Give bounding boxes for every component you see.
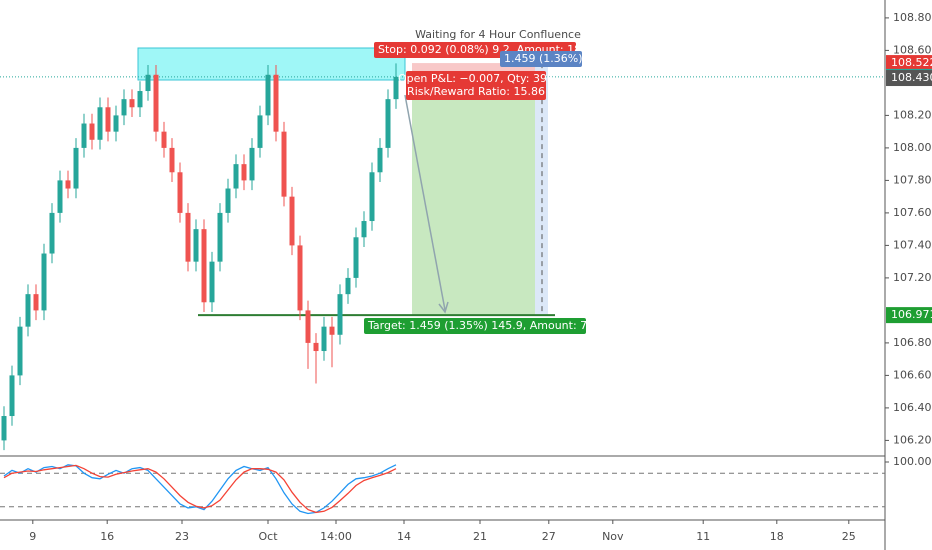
candle-body <box>25 294 31 327</box>
candle-body <box>201 229 207 303</box>
y-tick-label: 108.800 <box>893 11 932 24</box>
rr-label: Risk/Reward Ratio: 15.86 <box>407 85 545 98</box>
y-tick-label: 106.400 <box>893 401 932 414</box>
candle-body <box>81 123 87 148</box>
candle-body <box>337 294 343 335</box>
rr-label-bg <box>406 84 546 100</box>
x-tick-label: 21 <box>473 530 487 543</box>
arrow-head <box>438 301 449 314</box>
candle-body <box>297 245 303 311</box>
candle-body <box>97 107 103 140</box>
target-zone <box>412 78 548 316</box>
candle-body <box>17 326 23 376</box>
y-tick-label: 107.200 <box>893 271 932 284</box>
candle-body <box>281 131 287 197</box>
entry-price-label: 108.430 <box>891 71 932 84</box>
candle-body <box>89 123 95 140</box>
x-tick-label: 18 <box>770 530 784 543</box>
osc-line <box>3 464 397 514</box>
candle-body <box>121 99 127 116</box>
candle-body <box>33 294 39 311</box>
candle-body <box>361 221 367 238</box>
entry-price-label-bg <box>886 70 932 87</box>
candle-body <box>225 188 231 213</box>
candle-body <box>257 115 263 148</box>
target-price-label-bg <box>886 307 932 324</box>
candle-body <box>57 180 63 213</box>
y-tick-label: 107.400 <box>893 238 932 251</box>
pnl-label-bg <box>406 71 546 87</box>
candle-body <box>385 99 391 148</box>
x-tick-label: Oct <box>258 530 278 543</box>
candle-body <box>193 229 199 262</box>
candle-body <box>329 326 335 335</box>
candle-body <box>217 212 223 262</box>
y-tick-label: 106.600 <box>893 368 932 381</box>
candle-body <box>177 172 183 213</box>
candle-body <box>185 212 191 262</box>
candle-body <box>153 74 159 132</box>
candle-body <box>1 416 7 441</box>
x-tick-label: 25 <box>842 530 856 543</box>
x-tick-label: 14 <box>397 530 411 543</box>
candle-body <box>73 147 79 189</box>
candle-body <box>265 74 271 116</box>
range-label: 1.459 (1.36%) 145.9 <box>504 52 618 65</box>
range-label-bg <box>500 51 582 67</box>
y-tick-label: 107.800 <box>893 173 932 186</box>
candle-body <box>9 375 15 417</box>
target-price-label: 106.971 <box>891 308 932 321</box>
projection-arrow <box>404 94 446 311</box>
x-tick-label: 27 <box>542 530 556 543</box>
target-label: Target: 1.459 (1.35%) 145.9, Amount: 723… <box>367 319 619 332</box>
candle-body <box>65 180 71 189</box>
y-tick-label: 108.200 <box>893 108 932 121</box>
osc-line <box>3 464 397 515</box>
candle-body <box>145 74 151 92</box>
candle-body <box>393 76 399 100</box>
candle-body <box>273 74 279 132</box>
target-label-bg <box>364 318 586 334</box>
x-tick-label: Nov <box>602 530 624 543</box>
candle-body <box>41 253 47 311</box>
x-tick-label: 16 <box>100 530 114 543</box>
stop-price-label: 108.522 <box>891 56 932 69</box>
y-tick-label: 108.000 <box>893 141 932 154</box>
candle-body <box>377 147 383 173</box>
candle-body <box>161 131 167 148</box>
candle-body <box>313 342 319 352</box>
candle-body <box>321 326 327 352</box>
pnl-label: Open P&L: −0.007, Qty: 396 <box>398 72 554 85</box>
candle-body <box>249 147 255 181</box>
y-tick-label: 107.600 <box>893 206 932 219</box>
x-tick-label: 23 <box>175 530 189 543</box>
x-tick-label: 14:00 <box>320 530 352 543</box>
candle-body <box>353 237 359 278</box>
candle-body <box>289 196 295 246</box>
candle-body <box>129 99 135 108</box>
candle-body <box>113 115 119 132</box>
candle-body <box>209 261 215 303</box>
candle-body <box>49 212 55 254</box>
y-tick-label: 106.800 <box>893 336 932 349</box>
zone-rect <box>137 47 406 81</box>
candle-body <box>233 164 239 189</box>
x-tick-label: 11 <box>696 530 710 543</box>
candle-body <box>369 172 375 222</box>
candle-body <box>169 147 175 173</box>
candle-body <box>105 107 111 132</box>
y-tick-label: 108.600 <box>893 43 932 56</box>
x-tick-label: 9 <box>29 530 36 543</box>
stop-price-label-bg <box>886 55 932 72</box>
osc-tick-label: 100.000 <box>893 455 932 468</box>
candle-body <box>241 164 247 181</box>
candle-body <box>345 277 351 295</box>
candle-body <box>137 91 143 108</box>
annotation: Waiting for 4 Hour Confluence <box>415 28 581 41</box>
candle-body <box>305 310 311 343</box>
y-tick-label: 106.200 <box>893 433 932 446</box>
